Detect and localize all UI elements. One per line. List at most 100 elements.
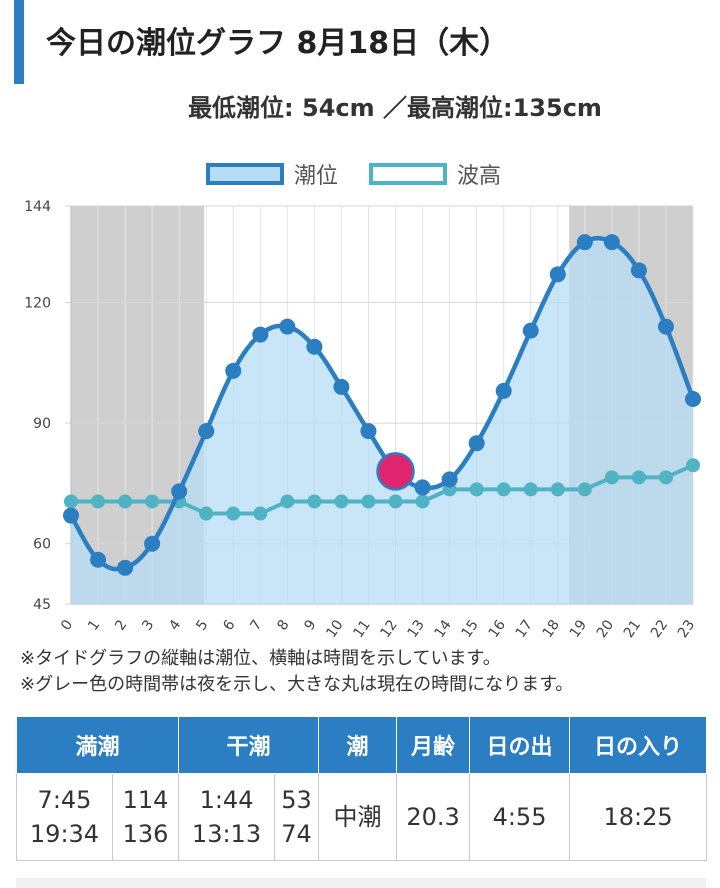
- wave-point: [469, 482, 484, 497]
- high-tide-level-1: 114: [122, 786, 169, 814]
- x-tick-label: 16: [486, 617, 509, 641]
- header-moon-age: 月齢: [396, 716, 471, 774]
- tide-point: [522, 322, 539, 339]
- wave-point: [550, 482, 565, 497]
- tide-point: [171, 483, 188, 500]
- low-tide-levels: 53 74: [274, 773, 320, 861]
- tide-table: 満潮 干潮 潮 月齢 日の出 日の入り 7:45 19:34 114 136 1…: [15, 716, 708, 861]
- header-sunrise: 日の出: [469, 716, 571, 774]
- x-tick-label: 21: [621, 617, 644, 641]
- x-tick-label: 2: [112, 617, 130, 633]
- x-axis-ticks: 0 1 2 3 4 5 6 7 8 9 10 11 12 13 14 15 16 17 18 19 20 21 22 23: [58, 617, 698, 641]
- tide-point: [603, 234, 620, 251]
- y-axis-ticks: 45 60 90 120 144: [24, 199, 51, 613]
- x-tick-label: 0: [58, 617, 76, 633]
- wave-point: [64, 494, 78, 509]
- x-tick-label: 8: [274, 617, 292, 633]
- header-sunset: 日の入り: [569, 716, 708, 774]
- tide-point: [495, 382, 512, 399]
- title-accent-bar: [14, 0, 24, 84]
- tide-point: [279, 318, 296, 335]
- tide-point: [306, 338, 323, 355]
- wave-point: [658, 470, 673, 485]
- wave-point: [199, 506, 214, 521]
- x-tick-label: 1: [85, 617, 103, 633]
- tide-point: [657, 318, 674, 335]
- tide-point: [685, 390, 701, 407]
- current-time-dot: [376, 452, 415, 491]
- tide-point: [225, 362, 242, 379]
- high-tide-level-2: 136: [122, 820, 169, 848]
- legend-label-tide: 潮位: [294, 164, 339, 189]
- note-night: ※グレー色の時間帯は夜を示し、大きな丸は現在の時間になります。: [20, 674, 574, 695]
- low-tide-level-1: 53: [281, 786, 312, 814]
- x-tick-label: 4: [166, 617, 184, 634]
- page-title: 今日の潮位グラフ 8月18日（木）: [46, 26, 510, 61]
- wave-point: [91, 494, 106, 509]
- tide-point: [576, 234, 593, 251]
- high-tide-levels: 114 136: [111, 773, 180, 861]
- tide-point: [63, 507, 79, 524]
- tide-point: [630, 262, 647, 279]
- wave-point: [523, 482, 538, 497]
- wave-point: [388, 494, 403, 509]
- bottom-divider: [16, 878, 706, 888]
- x-tick-label: 12: [377, 617, 400, 641]
- x-tick-label: 11: [350, 617, 373, 641]
- x-tick-label: 13: [405, 617, 428, 641]
- legend-item-wave[interactable]: 波高: [369, 156, 501, 192]
- wave-point: [226, 506, 241, 521]
- tide-point: [360, 423, 377, 440]
- legend-swatch-wave: [369, 163, 447, 185]
- tide-point: [252, 326, 269, 343]
- moon-age-value: 20.3: [396, 773, 471, 861]
- y-tick-label: 120: [24, 295, 51, 311]
- wave-point: [307, 494, 322, 509]
- header-low-tide: 干潮: [178, 716, 320, 774]
- tide-point: [414, 479, 431, 496]
- x-tick-label: 18: [540, 617, 563, 641]
- sunset-value: 18:25: [569, 773, 708, 861]
- low-tide-times: 1:44 13:13: [178, 773, 276, 861]
- tide-point: [468, 435, 485, 452]
- y-tick-label: 60: [33, 537, 51, 553]
- x-tick-label: 22: [648, 617, 671, 641]
- tide-table-header: 満潮 干潮 潮 月齢 日の出 日の入り: [15, 716, 708, 774]
- x-tick-label: 17: [513, 617, 536, 641]
- tide-point: [549, 266, 566, 283]
- high-tide-time-1: 7:45: [37, 786, 92, 814]
- x-tick-label: 15: [459, 617, 482, 641]
- tide-summary: 最低潮位: 54cm ／最高潮位:135cm: [188, 94, 602, 122]
- header-tide-type: 潮: [318, 716, 398, 774]
- high-tide-time-2: 19:34: [29, 820, 100, 848]
- y-tick-label: 144: [24, 199, 51, 215]
- low-tide-time-2: 13:13: [191, 820, 262, 848]
- sunrise-value: 4:55: [469, 773, 571, 861]
- wave-point: [361, 494, 376, 509]
- page-header: 今日の潮位グラフ 8月18日（木）: [0, 0, 720, 84]
- legend-item-tide[interactable]: 潮位: [206, 156, 338, 192]
- x-tick-label: 6: [220, 617, 238, 634]
- x-tick-label: 3: [139, 617, 157, 633]
- wave-point: [604, 470, 619, 485]
- wave-point: [118, 494, 133, 509]
- x-tick-label: 14: [432, 617, 455, 641]
- tide-point: [198, 423, 215, 440]
- tide-point: [144, 535, 161, 552]
- header-high-tide: 満潮: [15, 716, 180, 774]
- wave-point: [686, 458, 700, 473]
- x-tick-label: 5: [193, 617, 211, 633]
- wave-point: [496, 482, 511, 497]
- y-tick-label: 45: [33, 597, 51, 613]
- note-axes: ※タイドグラフの縦軸は潮位、横軸は時間を示しています。: [20, 648, 501, 669]
- wave-point: [577, 482, 592, 497]
- tide-point: [117, 559, 134, 576]
- high-tide-times: 7:45 19:34: [16, 773, 113, 861]
- tide-series: [63, 234, 701, 576]
- legend-swatch-tide: [206, 163, 284, 185]
- low-tide-level-2: 74: [281, 820, 312, 848]
- wave-point: [280, 494, 295, 509]
- legend-label-wave: 波高: [457, 164, 502, 189]
- chart-notes: ※タイドグラフの縦軸は潮位、横軸は時間を示しています。 ※グレー色の時間帯は夜を…: [20, 646, 573, 698]
